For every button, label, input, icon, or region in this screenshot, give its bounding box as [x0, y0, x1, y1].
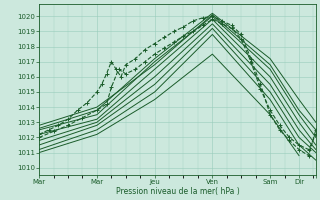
X-axis label: Pression niveau de la mer( hPa ): Pression niveau de la mer( hPa ) — [116, 187, 239, 196]
